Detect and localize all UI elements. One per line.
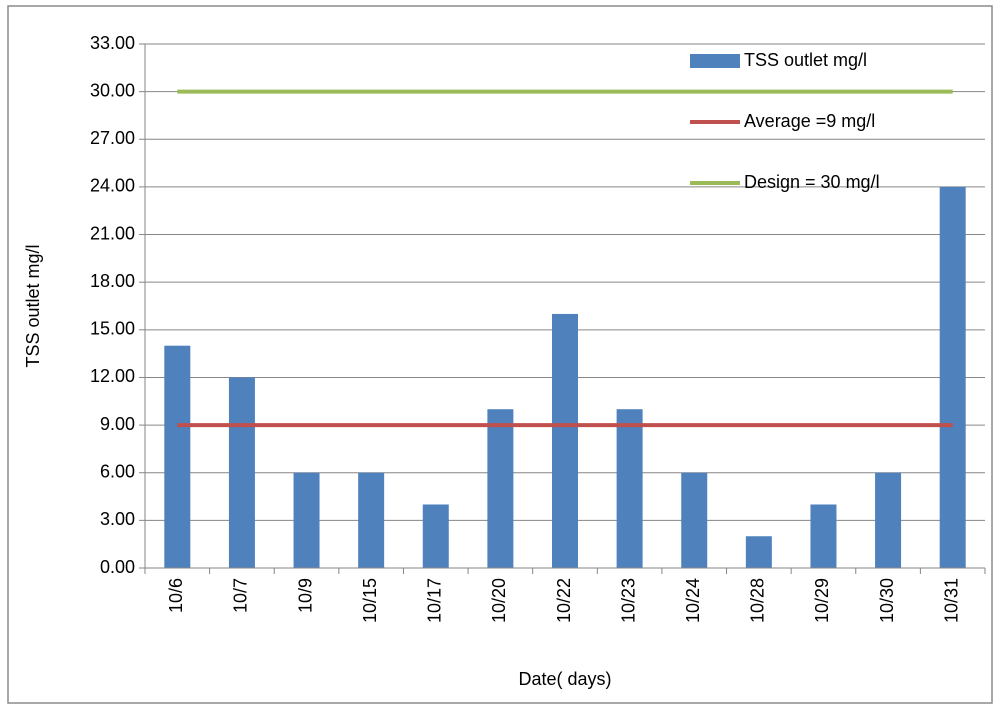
- x-tick-label: 10/30: [877, 578, 897, 623]
- bar: [939, 186, 966, 568]
- x-tick-label: 10/15: [360, 578, 380, 623]
- legend-label: Design = 30 mg/l: [744, 172, 880, 192]
- y-tick-label: 27.00: [90, 128, 135, 148]
- bar: [422, 504, 449, 568]
- y-tick-label: 33.00: [90, 33, 135, 53]
- bar: [293, 472, 320, 568]
- y-tick-label: 3.00: [100, 509, 135, 529]
- y-axis-title: TSS outlet mg/l: [23, 244, 43, 367]
- legend-label: Average =9 mg/l: [744, 111, 875, 131]
- bar: [745, 536, 772, 568]
- x-tick-label: 10/22: [554, 578, 574, 623]
- bar: [875, 472, 902, 568]
- bar: [552, 313, 578, 568]
- y-tick-label: 12.00: [90, 366, 135, 386]
- x-tick-label: 10/31: [941, 578, 961, 623]
- y-tick-label: 0.00: [100, 557, 135, 577]
- x-tick-label: 10/6: [166, 578, 186, 613]
- bar: [487, 409, 514, 568]
- bar: [810, 504, 837, 568]
- y-tick-label: 18.00: [90, 271, 135, 291]
- legend-label: TSS outlet mg/l: [744, 50, 867, 70]
- x-axis-title: Date( days): [518, 669, 611, 689]
- x-tick-label: 10/24: [683, 578, 703, 623]
- y-tick-label: 15.00: [90, 319, 135, 339]
- bar: [681, 472, 708, 568]
- y-tick-label: 6.00: [100, 461, 135, 481]
- bar: [164, 345, 191, 568]
- bar: [616, 409, 643, 568]
- y-tick-label: 9.00: [100, 414, 135, 434]
- x-tick-label: 10/9: [295, 578, 315, 613]
- bar: [358, 472, 385, 568]
- x-tick-label: 10/29: [812, 578, 832, 623]
- y-tick-label: 21.00: [90, 223, 135, 243]
- x-tick-label: 10/7: [231, 578, 251, 613]
- bar: [228, 377, 255, 568]
- y-tick-label: 30.00: [90, 80, 135, 100]
- y-tick-label: 24.00: [90, 176, 135, 196]
- x-tick-label: 10/20: [489, 578, 509, 623]
- x-tick-label: 10/17: [425, 578, 445, 623]
- x-tick-label: 10/28: [748, 578, 768, 623]
- x-tick-label: 10/23: [618, 578, 638, 623]
- legend-swatch: [690, 54, 740, 68]
